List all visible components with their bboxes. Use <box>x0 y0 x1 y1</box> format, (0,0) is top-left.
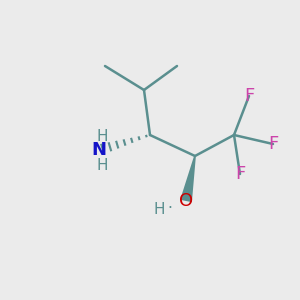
Text: H: H <box>96 158 108 172</box>
Text: F: F <box>235 165 245 183</box>
Text: H: H <box>96 129 108 144</box>
Polygon shape <box>180 156 196 202</box>
Text: F: F <box>268 135 278 153</box>
Text: N: N <box>92 141 106 159</box>
Text: ·: · <box>167 201 172 216</box>
Text: H: H <box>154 202 165 217</box>
Text: F: F <box>244 87 254 105</box>
Text: O: O <box>179 192 193 210</box>
